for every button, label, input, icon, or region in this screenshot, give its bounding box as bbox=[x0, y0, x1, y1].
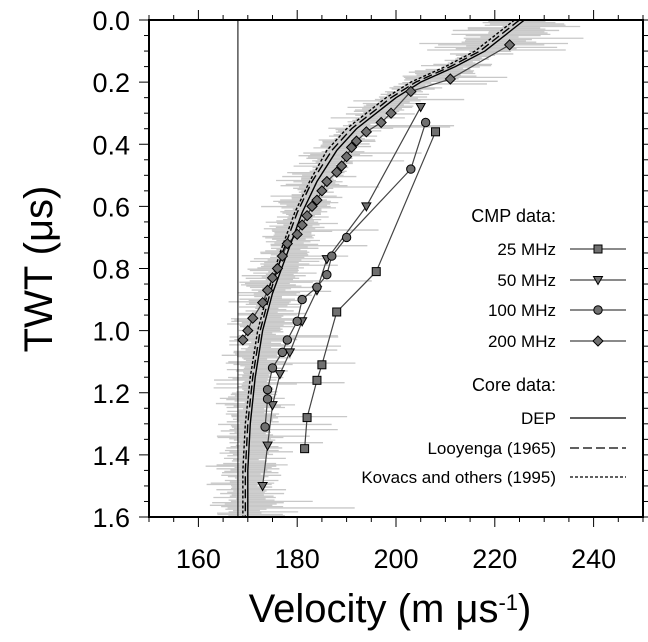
x-axis-label-close: ) bbox=[518, 587, 531, 631]
square-marker-point bbox=[300, 444, 310, 454]
diamond-marker-point bbox=[261, 284, 274, 296]
circle-marker-point bbox=[292, 316, 302, 327]
diamond-marker-point bbox=[291, 228, 303, 241]
diamond-marker-point bbox=[331, 166, 343, 178]
legend-core-title: Core data: bbox=[472, 375, 556, 395]
diamond-marker-point bbox=[276, 250, 289, 262]
y-tick-label: 1.6 bbox=[92, 503, 130, 533]
x-axis-label-sup: -1 bbox=[498, 590, 518, 615]
circle-marker-point bbox=[420, 117, 431, 128]
diamond-marker-point bbox=[266, 272, 279, 284]
circle-marker-point bbox=[322, 270, 332, 280]
axis-ticks bbox=[139, 10, 648, 527]
diamond-marker-point bbox=[340, 150, 353, 163]
triangle-marker-point bbox=[361, 202, 372, 212]
circle-marker-point bbox=[406, 164, 416, 174]
triangle-marker-point bbox=[262, 441, 273, 452]
diamond-marker-point bbox=[335, 160, 348, 172]
square-marker-point bbox=[371, 267, 381, 277]
axis-tick-labels: 160 180 200 220 240 0.0 0.2 0.4 0.6 0.8 1.0 1.2 1.4 1… bbox=[92, 6, 616, 574]
legend-label-cmp: 200 MHz bbox=[488, 332, 556, 351]
y-axis-label: TWT (μs) bbox=[17, 186, 61, 353]
y-tick-label: 0.8 bbox=[92, 255, 130, 285]
legend-label-cmp: 25 MHz bbox=[497, 240, 556, 259]
x-tick-label: 220 bbox=[472, 544, 517, 574]
y-tick-label: 0.6 bbox=[92, 192, 130, 222]
circle-marker-point bbox=[312, 282, 322, 292]
triangle-marker-point bbox=[267, 401, 278, 411]
y-tick-label: 0.0 bbox=[92, 6, 130, 36]
circle-marker-point bbox=[262, 384, 273, 395]
triangle-marker-point bbox=[415, 102, 427, 113]
legend-label-core: Kovacs and others (1995) bbox=[361, 468, 556, 487]
diamond-marker-point bbox=[375, 116, 387, 129]
circle-marker-point bbox=[282, 335, 293, 345]
circle-marker-point bbox=[327, 251, 337, 261]
circle-marker-point bbox=[267, 363, 278, 373]
diamond-marker-point bbox=[321, 175, 333, 188]
series-line-kovacs-and-others-1995- bbox=[242, 19, 515, 517]
diamond-marker-point bbox=[360, 126, 373, 138]
square-marker-point bbox=[332, 307, 342, 317]
diamond-marker-point bbox=[271, 262, 284, 275]
legend-marker-square bbox=[593, 244, 603, 254]
triangle-marker-point bbox=[274, 370, 286, 380]
legend-label-core: Looyenga (1965) bbox=[427, 439, 556, 458]
x-tick-label: 160 bbox=[176, 544, 221, 574]
diamond-marker-point bbox=[405, 85, 417, 98]
legend-label-core: DEP bbox=[521, 409, 556, 428]
diamond-marker-point bbox=[345, 141, 358, 154]
y-tick-label: 0.2 bbox=[92, 68, 130, 98]
legend-cmp-title: CMP data: bbox=[471, 206, 556, 226]
legend-label-cmp: 100 MHz bbox=[488, 301, 556, 320]
diamond-marker-point bbox=[350, 135, 363, 147]
diamond-marker-point bbox=[242, 324, 254, 337]
diamond-marker-point bbox=[296, 219, 308, 231]
diamond-marker-point bbox=[256, 296, 269, 309]
diamond-marker-point bbox=[247, 312, 259, 324]
square-marker-point bbox=[317, 360, 327, 370]
diamond-marker-point bbox=[301, 209, 313, 222]
series-line-dep bbox=[247, 19, 525, 517]
circle-marker-point bbox=[262, 394, 273, 404]
x-tick-label: 200 bbox=[373, 544, 418, 574]
circle-marker-point bbox=[260, 422, 270, 432]
legend-marker-circle bbox=[593, 305, 603, 315]
diamond-marker-point bbox=[311, 194, 323, 206]
x-axis-label: Velocity (m μs-1) bbox=[249, 587, 532, 631]
legend-label-cmp: 50 MHz bbox=[497, 271, 556, 290]
diamond-marker-point bbox=[237, 334, 249, 346]
legend-marker-diamond bbox=[592, 335, 604, 347]
y-tick-label: 0.4 bbox=[92, 130, 130, 160]
y-tick-label: 1.4 bbox=[92, 441, 130, 471]
diamond-marker-point bbox=[281, 237, 294, 250]
series-line-looyenga-1965- bbox=[244, 19, 520, 517]
diamond-marker-point bbox=[503, 39, 516, 51]
circle-marker-point bbox=[297, 294, 307, 305]
diamond-marker-point bbox=[306, 200, 318, 213]
legend-marker-triangle bbox=[592, 276, 604, 286]
triangle-marker-point bbox=[284, 348, 296, 358]
triangle-marker-point bbox=[257, 481, 268, 492]
y-tick-label: 1.2 bbox=[92, 379, 130, 409]
y-tick-label: 1.0 bbox=[92, 317, 130, 347]
circle-marker-point bbox=[341, 232, 352, 243]
legend: CMP data: Core data: 25 MHz 50 MHz 100 MHz… bbox=[361, 206, 626, 487]
x-tick-label: 240 bbox=[571, 544, 616, 574]
series-markers bbox=[237, 39, 516, 492]
x-tick-label: 180 bbox=[275, 544, 320, 574]
square-marker-point bbox=[312, 375, 322, 385]
square-marker-point bbox=[431, 127, 441, 137]
diamond-marker-point bbox=[316, 185, 328, 197]
diamond-marker-point bbox=[385, 107, 397, 119]
square-marker-point bbox=[302, 413, 312, 423]
x-axis-label-main: Velocity (m μs bbox=[249, 587, 499, 631]
diamond-marker-point bbox=[444, 73, 457, 85]
circle-marker-point bbox=[277, 347, 288, 358]
